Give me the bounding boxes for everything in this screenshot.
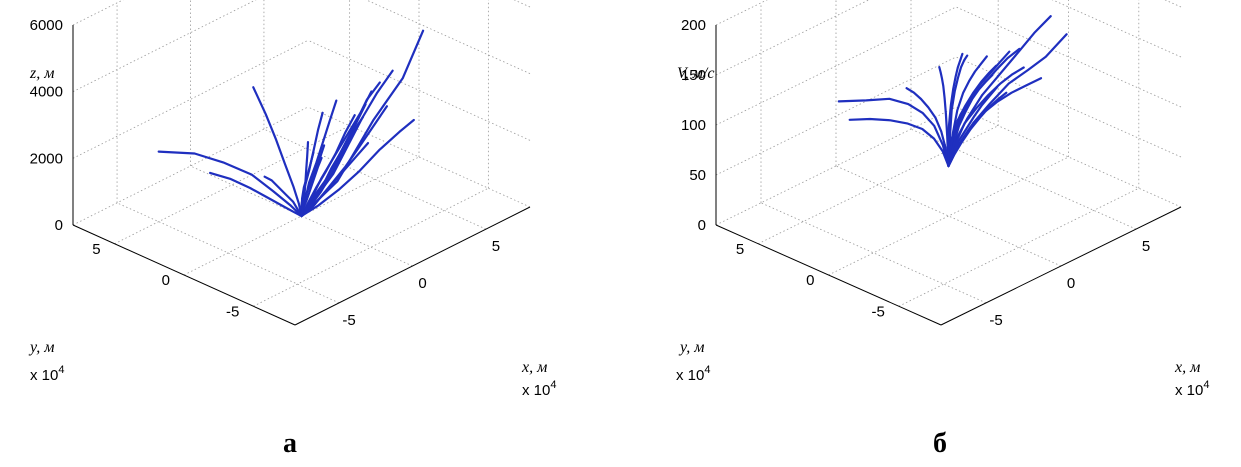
y-multiplier: x 104 bbox=[676, 364, 710, 384]
panel-label: а bbox=[283, 428, 297, 459]
x-multiplier: x 104 bbox=[1175, 379, 1209, 399]
y-tick-label: 5 bbox=[736, 241, 744, 258]
grid-line bbox=[898, 187, 1139, 307]
x-tick-label: 0 bbox=[1067, 275, 1075, 292]
grid-line bbox=[307, 39, 531, 141]
x-tick-label: 0 bbox=[418, 275, 426, 292]
grid-line bbox=[715, 106, 957, 226]
grid-line bbox=[190, 165, 413, 267]
trajectory-line bbox=[300, 142, 370, 218]
panel-b: 0 50 100 150 200 -5 0 5 -5 0 5 V, м/с y, м x, м x 104 x… bbox=[676, 0, 1209, 459]
y-tick-label: 0 bbox=[806, 272, 814, 289]
trajectory-line bbox=[252, 86, 303, 218]
trajectory-line bbox=[947, 73, 994, 168]
x-axis-line bbox=[940, 206, 1182, 326]
grid-line bbox=[828, 156, 1069, 276]
x-multiplier: x 104 bbox=[522, 379, 556, 399]
panel-a: 0 2000 4000 6000 -5 0 5 -5 0 5 z, м y, м x, м x 104 x … bbox=[28, 0, 556, 459]
trajectory-line bbox=[837, 97, 950, 168]
trajectory-line bbox=[300, 114, 356, 218]
z-tick-label: 150 bbox=[681, 67, 706, 84]
trajectory-line bbox=[947, 54, 969, 168]
y-axis-label: y, м bbox=[678, 339, 704, 356]
y-multiplier-exponent: 4 bbox=[704, 364, 710, 376]
trajectory-line bbox=[905, 87, 950, 168]
z-tick-label: 100 bbox=[681, 117, 706, 134]
trajectory-line bbox=[300, 118, 415, 218]
y-axis-line bbox=[72, 224, 296, 326]
grid-line bbox=[307, 106, 531, 208]
x-tick-label: 5 bbox=[492, 238, 500, 255]
y-axis-line bbox=[715, 224, 942, 326]
grid-line bbox=[760, 202, 987, 304]
x-tick-label: -5 bbox=[989, 312, 1002, 329]
trajectory-line bbox=[209, 171, 303, 218]
x-multiplier-exponent: 4 bbox=[550, 379, 556, 391]
trajectory-line bbox=[300, 103, 367, 218]
x-tick-label: 5 bbox=[1142, 238, 1150, 255]
trajectory-line bbox=[947, 85, 999, 168]
grid-line bbox=[715, 0, 870, 76]
z-tick-label: 0 bbox=[55, 217, 63, 234]
panel-label: б bbox=[933, 428, 947, 459]
x-multiplier-exponent: 4 bbox=[1203, 379, 1209, 391]
x-axis-label: x, м bbox=[1174, 359, 1200, 376]
z-tick-label: 200 bbox=[681, 17, 706, 34]
grid-line bbox=[253, 187, 489, 307]
z-axis-label: z, м bbox=[29, 65, 54, 82]
grid-line bbox=[365, 0, 531, 75]
y-tick-label: -5 bbox=[226, 303, 239, 320]
z-tick-label: 0 bbox=[698, 217, 706, 234]
trajectory-line bbox=[947, 52, 964, 168]
z-axis-label: V, м/с bbox=[677, 65, 714, 82]
grid-line bbox=[955, 6, 1182, 108]
trajectory-line bbox=[157, 150, 303, 218]
trajectory-line bbox=[947, 91, 1008, 168]
y-tick-label: -5 bbox=[871, 303, 884, 320]
grid-line bbox=[715, 56, 957, 176]
grid-line bbox=[715, 6, 957, 126]
trajectory-line bbox=[848, 117, 950, 168]
grid-line bbox=[955, 106, 1182, 208]
z-tick-label: 6000 bbox=[30, 17, 63, 34]
trajectory-line bbox=[938, 65, 950, 168]
trajectory-line bbox=[300, 141, 310, 218]
z-tick-label: 2000 bbox=[30, 150, 63, 167]
grid-line bbox=[1051, 0, 1182, 58]
y-multiplier: x 104 bbox=[30, 364, 64, 384]
grid-line bbox=[263, 128, 487, 230]
grid-line bbox=[116, 202, 340, 304]
x-tick-label: -5 bbox=[342, 312, 355, 329]
trajectory-line bbox=[263, 175, 303, 218]
grid-line bbox=[758, 125, 999, 245]
grid-line bbox=[715, 0, 768, 26]
trajectory-line bbox=[947, 66, 1025, 168]
grid-line bbox=[835, 165, 1062, 267]
x-axis-label: x, м bbox=[521, 359, 547, 376]
z-tick-label: 4000 bbox=[30, 84, 63, 101]
y-tick-label: 0 bbox=[162, 272, 170, 289]
trajectory-line bbox=[947, 55, 988, 168]
z-tick-label: 50 bbox=[689, 167, 706, 184]
y-multiplier-exponent: 4 bbox=[58, 364, 64, 376]
x-axis-line bbox=[294, 206, 531, 326]
y-tick-label: 5 bbox=[92, 241, 100, 258]
y-axis-label: y, м bbox=[28, 339, 54, 356]
trajectory-line bbox=[300, 115, 364, 218]
